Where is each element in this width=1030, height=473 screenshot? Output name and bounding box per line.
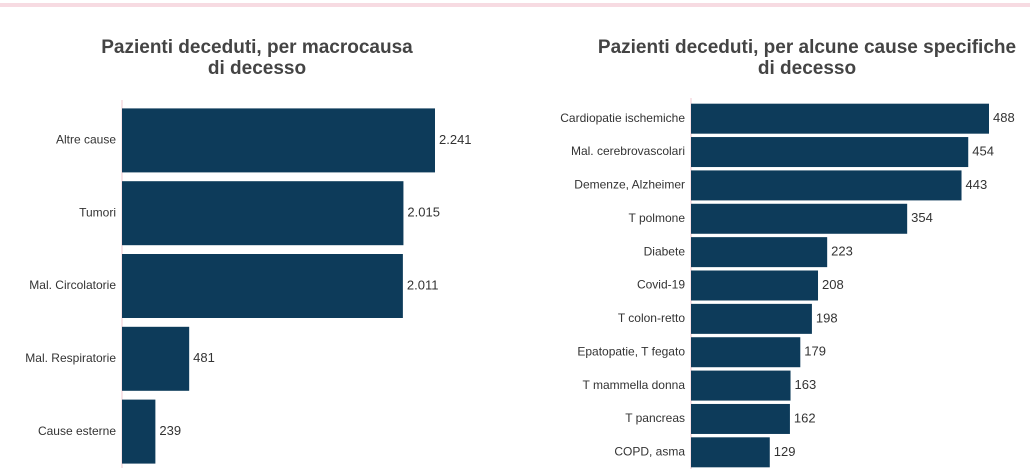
top-bar <box>0 3 1030 7</box>
category-label: COPD, asma <box>614 444 685 458</box>
value-label: 129 <box>774 444 796 459</box>
category-label: Diabete <box>644 244 686 258</box>
category-label: Cause esterne <box>38 424 116 438</box>
category-label: T mammella donna <box>583 378 686 392</box>
bar <box>691 437 770 468</box>
category-label: Cardiopatie ischemiche <box>560 111 685 125</box>
category-label: Covid-19 <box>637 278 685 292</box>
value-label: 2.015 <box>407 205 440 220</box>
value-label: 2.011 <box>407 277 439 292</box>
value-label: 239 <box>159 423 181 438</box>
category-label: Mal. cerebrovascolari <box>571 144 685 158</box>
bar <box>122 326 190 391</box>
bar <box>691 103 989 134</box>
category-label: Tumori <box>79 205 116 219</box>
bar <box>691 203 908 234</box>
bar <box>691 270 819 301</box>
chart-title: di decesso <box>208 58 306 79</box>
category-label: Epatopatie, T fegato <box>577 344 685 358</box>
bar <box>122 254 403 318</box>
value-label: 354 <box>911 210 933 225</box>
chart-title: Pazienti deceduti, per alcune cause spec… <box>598 37 1016 58</box>
value-label: 2.241 <box>439 132 472 147</box>
category-label: Mal. Circolatorie <box>29 278 116 292</box>
value-label: 488 <box>993 110 1015 125</box>
bar <box>691 137 969 168</box>
bar <box>122 181 404 246</box>
bar <box>691 237 828 268</box>
value-label: 163 <box>795 377 817 392</box>
bar <box>691 303 812 334</box>
category-label: T polmone <box>629 211 686 225</box>
category-label: Mal. Respiratorie <box>25 351 116 365</box>
bar <box>691 370 791 401</box>
bar <box>691 337 801 368</box>
bar <box>122 399 156 464</box>
value-label: 481 <box>193 350 215 365</box>
value-label: 443 <box>966 177 988 192</box>
category-label: Altre cause <box>56 133 116 147</box>
value-label: 162 <box>794 410 816 425</box>
category-label: Demenze, Alzheimer <box>574 178 685 192</box>
value-label: 454 <box>972 143 994 158</box>
category-label: T pancreas <box>625 411 685 425</box>
value-label: 223 <box>831 244 853 259</box>
bar <box>122 108 435 173</box>
value-label: 208 <box>822 277 844 292</box>
category-label: T colon-retto <box>618 311 685 325</box>
bar <box>691 170 962 201</box>
value-label: 198 <box>816 310 838 325</box>
chart-title: Pazienti deceduti, per macrocausa <box>101 37 413 58</box>
bar <box>691 403 790 434</box>
value-label: 179 <box>804 344 826 359</box>
chart-title: di decesso <box>758 58 856 79</box>
